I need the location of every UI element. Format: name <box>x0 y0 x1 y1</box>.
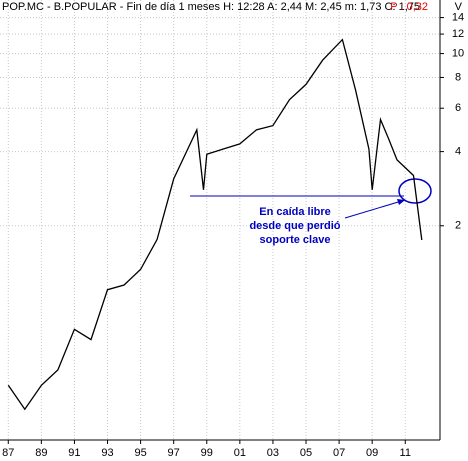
x-tick-label: 89 <box>35 447 47 459</box>
grid <box>0 0 440 440</box>
annotation: soporte clave <box>260 234 331 246</box>
y-tick-label: 12 <box>452 28 464 40</box>
arrow-head <box>397 199 405 205</box>
x-tick-label: 91 <box>68 447 80 459</box>
x-tick-label: 93 <box>101 447 113 459</box>
change-label: P : 0,32 <box>390 1 428 13</box>
x-tick-label: 11 <box>400 447 411 459</box>
y-tick-label: 6 <box>455 102 461 114</box>
x-tick-label: 07 <box>333 447 345 459</box>
chart-title: POP.MC - B.POPULAR - Fin de día 1 meses … <box>2 1 420 13</box>
y-tick-label: 14 <box>452 11 464 23</box>
x-tick-label: 87 <box>2 447 14 459</box>
x-tick-label: 05 <box>300 447 312 459</box>
annotation: desde que perdió <box>249 220 340 232</box>
y-tick-label: 4 <box>455 146 461 158</box>
axis-label: V <box>455 1 463 13</box>
annotation: En caída libre <box>259 206 331 218</box>
y-tick-label: 10 <box>452 47 464 59</box>
x-tick-label: 97 <box>168 447 180 459</box>
y-tick-label: 8 <box>455 71 461 83</box>
x-tick-label: 01 <box>234 447 246 459</box>
x-tick-label: 99 <box>201 447 213 459</box>
x-tick-label: 95 <box>134 447 146 459</box>
x-tick-label: 03 <box>267 447 279 459</box>
x-tick-label: 09 <box>366 447 378 459</box>
arrow <box>344 199 406 219</box>
highlight-ellipse <box>398 178 432 204</box>
price-line <box>7 38 423 411</box>
y-tick-label: 2 <box>455 220 461 232</box>
